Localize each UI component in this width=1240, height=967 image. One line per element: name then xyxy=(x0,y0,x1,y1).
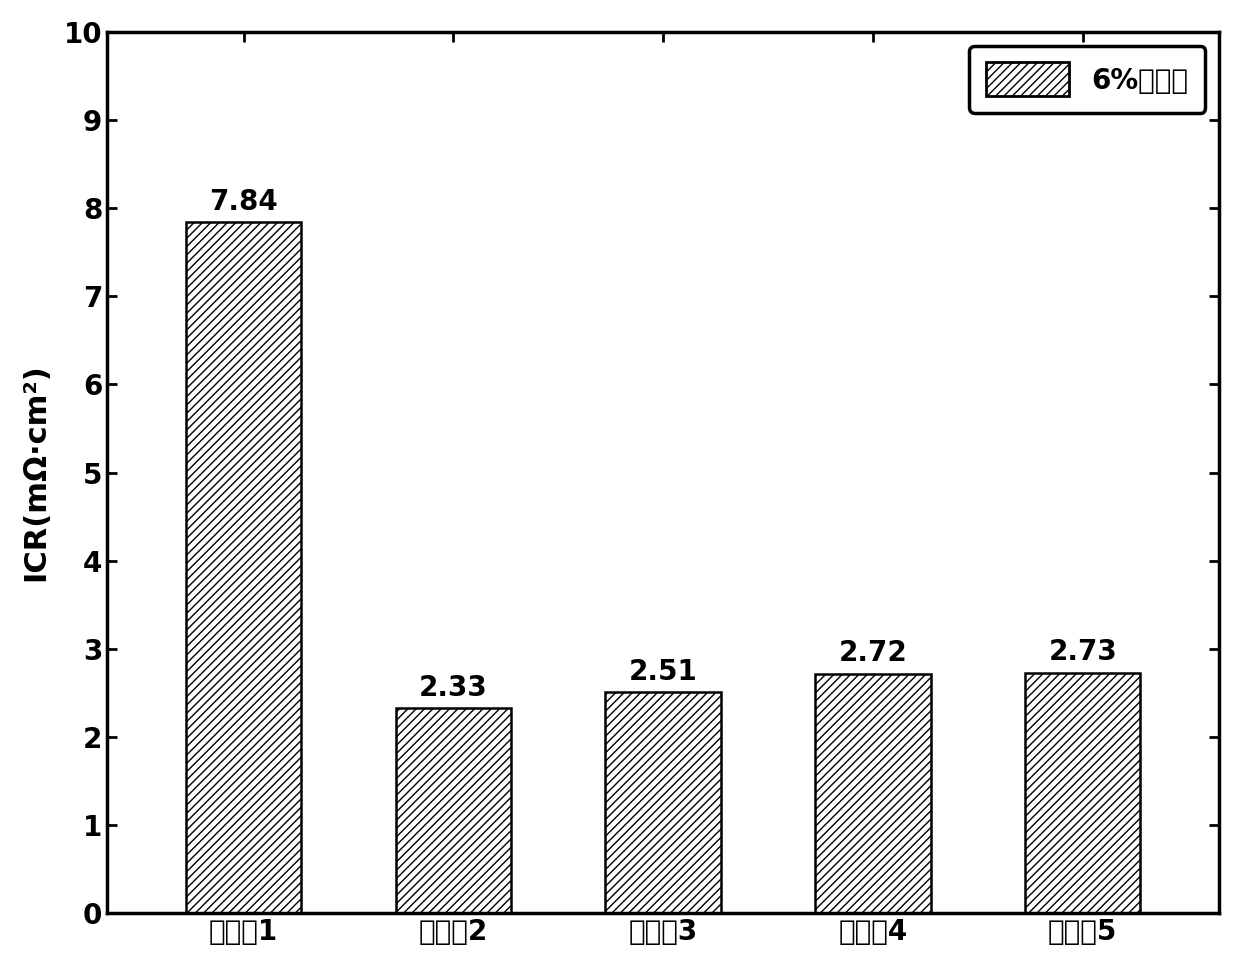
Legend: 6%氢氟酸: 6%氢氟酸 xyxy=(970,45,1205,113)
Bar xyxy=(815,674,931,913)
Bar xyxy=(186,222,301,913)
Text: 2.33: 2.33 xyxy=(419,674,487,702)
Bar xyxy=(1025,673,1141,913)
Text: 7.84: 7.84 xyxy=(210,188,278,216)
Bar xyxy=(396,708,511,913)
Y-axis label: ICR(mΩ·cm²): ICR(mΩ·cm²) xyxy=(21,364,50,581)
Text: 2.72: 2.72 xyxy=(838,639,908,667)
Text: 2.51: 2.51 xyxy=(629,658,698,686)
Bar xyxy=(605,692,720,913)
Text: 2.73: 2.73 xyxy=(1048,638,1117,666)
